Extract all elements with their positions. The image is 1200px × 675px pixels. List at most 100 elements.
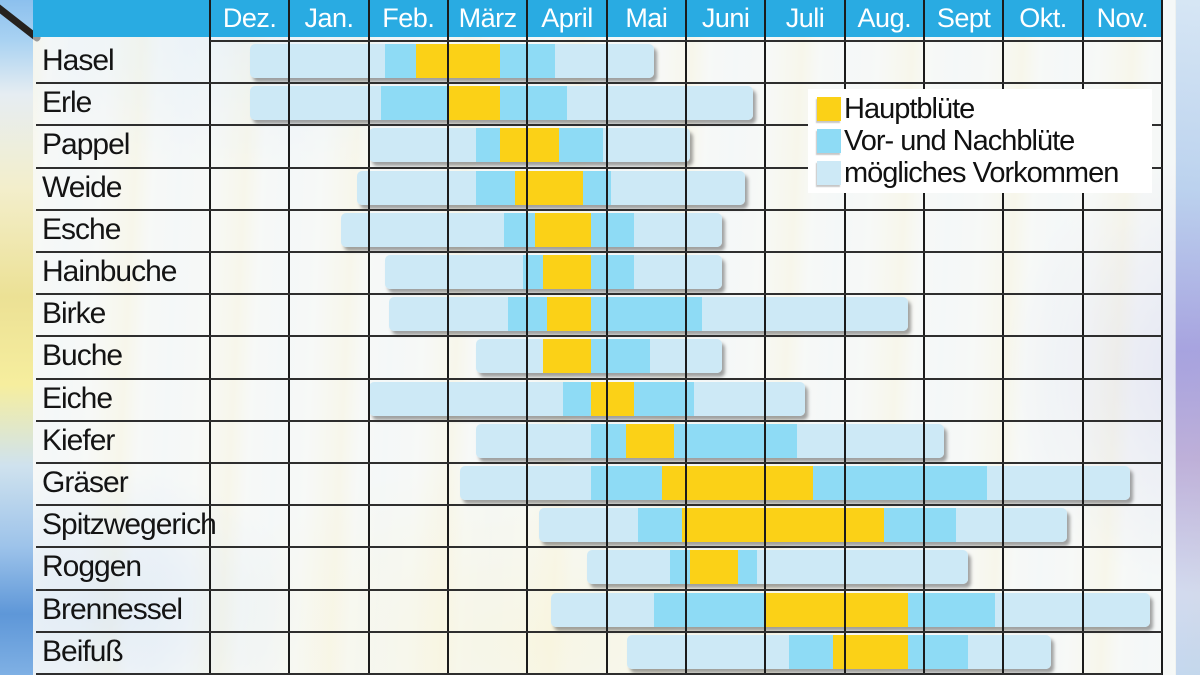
bar-segment-possible [701, 297, 909, 332]
grid-line-horizontal [36, 82, 1162, 85]
bar-segment-possible [249, 44, 386, 78]
month-label-april: April [541, 3, 593, 33]
legend-item-main: Hauptblüte [808, 93, 1152, 125]
flowering-bar-hasel [249, 44, 655, 78]
grid-line-vertical [1161, 0, 1163, 675]
bar-segment-secondary [384, 44, 417, 78]
grid-line-horizontal [36, 166, 1162, 169]
bar-segment-possible [586, 550, 671, 585]
flowering-bar-birke [388, 297, 909, 332]
grid-line-horizontal [36, 377, 1162, 380]
bar-segment-secondary [812, 466, 988, 500]
bar-segment-main [416, 44, 501, 78]
grid-line-vertical [209, 0, 211, 675]
grid-line-horizontal [36, 124, 1162, 127]
bar-segment-main [543, 255, 592, 289]
bar-segment-secondary [908, 592, 996, 627]
grid-line-vertical [1081, 0, 1084, 675]
bar-segment-possible [555, 44, 655, 78]
grid-line-horizontal [36, 630, 1162, 633]
bar-segment-secondary [654, 592, 766, 627]
grid-line-vertical [685, 0, 687, 675]
plant-label-birke: Birke [42, 297, 106, 331]
bar-segment-possible [797, 423, 944, 458]
bar-segment-possible [368, 128, 477, 163]
month-label-märz: März [458, 3, 518, 33]
bar-segment-secondary [380, 86, 449, 121]
plant-label-weide: Weide [42, 170, 122, 204]
bar-segment-secondary [670, 550, 691, 585]
flowering-bar-hainbuche [384, 255, 722, 289]
plant-label-buche: Buche [42, 339, 123, 373]
bar-segment-possible [539, 508, 639, 543]
bar-segment-secondary [638, 508, 683, 543]
legend-color-chip-main [817, 97, 841, 121]
bar-segment-possible [475, 423, 592, 458]
plant-label-esche: Esche [42, 212, 121, 246]
plant-label-roggen: Roggen [42, 550, 142, 584]
grid-line-vertical [764, 0, 767, 675]
flowering-bar-brennessel [551, 592, 1151, 627]
bar-segment-possible [356, 170, 477, 205]
month-label-nov: Nov. [1096, 3, 1149, 33]
bar-segment-possible [955, 508, 1067, 543]
grid-line-horizontal [36, 419, 1162, 422]
grid-line-vertical [447, 0, 449, 675]
grid-line-vertical [843, 0, 846, 675]
bar-segment-possible [475, 339, 544, 374]
flowering-bar-esche [340, 212, 722, 247]
legend-label: Vor- und Nachblüte [844, 125, 1075, 157]
bar-segment-possible [566, 86, 754, 121]
bar-segment-secondary [590, 339, 651, 374]
bar-segment-possible [551, 592, 655, 627]
flowering-bar-kiefer [475, 423, 944, 458]
grid-line-horizontal [36, 293, 1162, 296]
grid-line-horizontal [36, 335, 1162, 338]
bar-segment-main [590, 381, 635, 416]
bar-segment-secondary [590, 466, 663, 500]
photo-strip-left [0, 0, 42, 675]
month-label-sept: Sept [936, 3, 991, 33]
plant-label-pappel: Pappel [42, 128, 130, 162]
legend-label: mögliches Vorkommen [844, 157, 1119, 189]
bar-segment-possible [249, 86, 382, 121]
bar-segment-main [543, 339, 592, 374]
photo-strip-right [1176, 0, 1200, 675]
bar-segment-possible [995, 592, 1151, 627]
plant-label-hainbuche: Hainbuche [42, 255, 177, 288]
plant-label-grser: Gräser [42, 466, 129, 499]
month-label-dez: Dez. [222, 3, 277, 33]
grid-line-vertical [367, 0, 370, 675]
bar-segment-possible [987, 466, 1131, 500]
grid-line-horizontal [36, 504, 1162, 507]
plant-label-beifu: Beifuß [42, 634, 124, 668]
bar-segment-secondary [590, 423, 627, 458]
grid-line-vertical [1002, 0, 1005, 675]
grid-line-vertical [526, 0, 529, 675]
flowering-bar-weide [356, 170, 746, 205]
legend-color-chip-secondary [817, 129, 841, 153]
bar-segment-secondary [503, 212, 536, 247]
month-label-okt: Okt. [1019, 3, 1067, 33]
grid-line-vertical [288, 0, 291, 675]
bar-segment-main [682, 508, 885, 543]
bar-segment-possible [368, 381, 564, 416]
bar-segment-secondary [475, 170, 516, 205]
bar-segment-secondary [559, 128, 604, 163]
grid-line-vertical [605, 0, 608, 675]
month-label-aug: Aug. [857, 3, 912, 33]
bar-segment-main [626, 423, 675, 458]
plant-label-brennessel: Brennessel [42, 592, 183, 626]
flowering-bar-erle [249, 86, 754, 121]
legend-label: Hauptblüte [844, 93, 975, 125]
flowering-bar-spitzwegerich [539, 508, 1067, 543]
bar-segment-possible [693, 381, 805, 416]
flowering-bar-grser [459, 466, 1131, 500]
bar-segment-possible [610, 170, 746, 205]
bar-segment-secondary [908, 634, 969, 669]
legend-color-chip-possible [817, 161, 841, 185]
bar-segment-possible [459, 466, 592, 500]
legend: Hauptblüte Vor- und Nachblüte mögliches Vo… [808, 89, 1152, 193]
bar-segment-secondary [475, 128, 501, 163]
